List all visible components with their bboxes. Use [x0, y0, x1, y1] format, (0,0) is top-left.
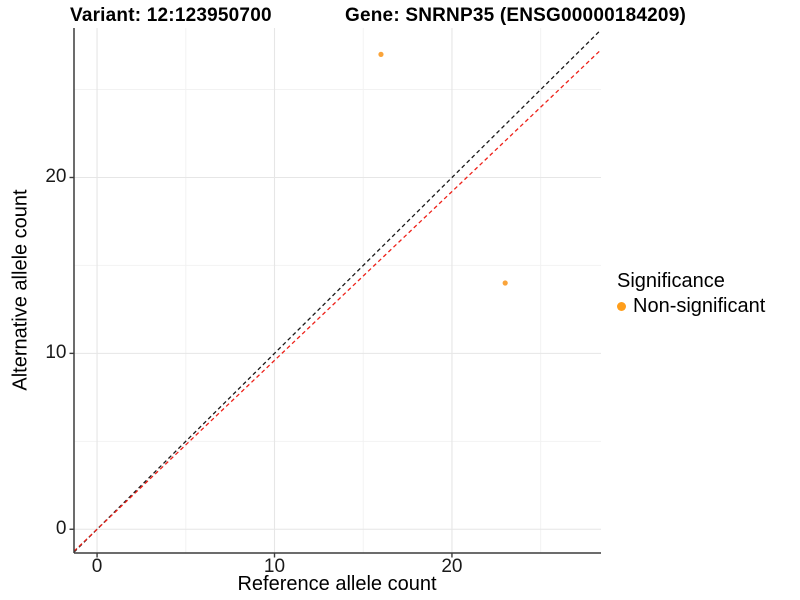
x-tick-label: 20: [441, 556, 463, 577]
data-point: [378, 51, 384, 57]
legend-item-non-significant: Non-significant: [617, 295, 765, 318]
x-tick-label: 10: [263, 556, 286, 577]
variant-title: Variant: 12:123950700: [70, 5, 272, 26]
identity-line: [74, 29, 601, 553]
non-significant-dot-icon: [617, 302, 626, 311]
x-tick-label: 0: [91, 556, 103, 577]
plot-panel: [69, 28, 601, 558]
gene-title: Gene: SNRNP35 (ENSG00000184209): [345, 5, 686, 26]
expected-ratio-line: [74, 49, 601, 552]
y-tick-label: 20: [45, 166, 67, 188]
legend-title: Significance: [617, 270, 725, 292]
data-point: [502, 280, 508, 286]
x-axis-label: Reference allele count: [237, 573, 437, 595]
y-tick-label: 10: [45, 342, 67, 364]
legend-item-label: Non-significant: [633, 295, 766, 317]
legend: Significance Non-significant: [617, 270, 765, 318]
y-tick-label: 0: [55, 518, 67, 540]
